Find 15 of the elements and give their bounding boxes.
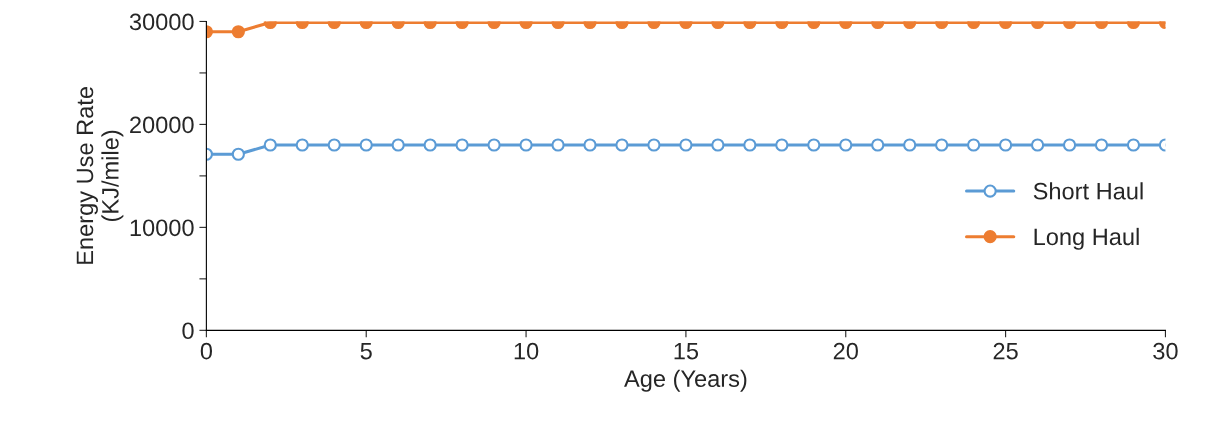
y-axis-title: Energy Use Rate (KJ/mile): [76, 87, 124, 264]
x-tick-label: 0: [200, 342, 213, 360]
x-tick-label: 15: [674, 343, 699, 360]
legend-label: Long Haul: [1034, 227, 1139, 250]
x-tick-label: 25: [993, 342, 1018, 360]
y-tick-label: 10000: [130, 219, 194, 237]
x-tick-label: 5: [360, 343, 372, 360]
x-tick-label: 30: [1153, 342, 1178, 360]
y-tick-label: 20000: [130, 116, 194, 134]
y-tick-label: 30000: [129, 13, 194, 31]
y-tick-label: 0: [182, 322, 194, 340]
x-tick-label: 20: [833, 342, 858, 360]
x-tick-label: 10: [514, 342, 539, 360]
x-axis-title: Age (Years): [624, 369, 747, 392]
legend-label: Short Haul: [1033, 182, 1143, 200]
